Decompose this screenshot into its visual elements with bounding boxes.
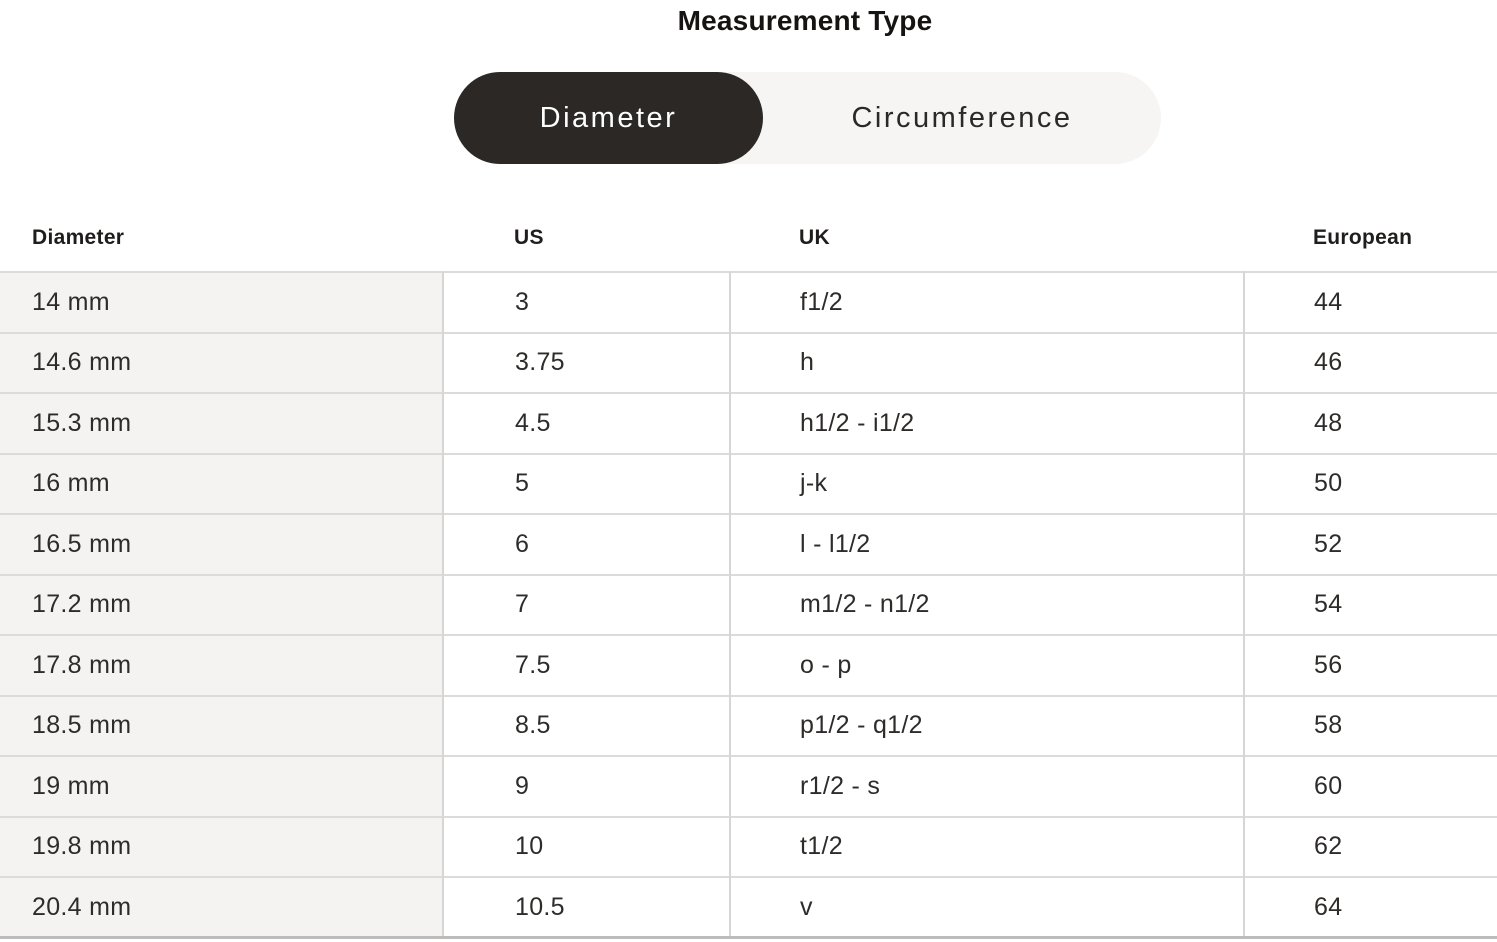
toggle-option-circumference[interactable]: Circumference [763,72,1161,164]
cell-diameter: 14 mm [0,272,443,333]
cell-us: 10.5 [442,877,730,938]
cell-european: 60 [1243,756,1497,817]
cell-us: 3 [442,272,730,333]
cell-uk: j-k [729,453,1244,514]
cell-european: 58 [1243,695,1497,756]
cell-european: 54 [1243,574,1497,635]
table-row: 18.5 mm 8.5 p1/2 - q1/2 58 [0,695,1497,756]
cell-diameter: 16.5 mm [0,514,443,575]
cell-european: 56 [1243,635,1497,696]
table-row: 14.6 mm 3.75 h 46 [0,332,1497,393]
cell-european: 48 [1243,393,1497,454]
cell-diameter: 15.3 mm [0,393,443,454]
cell-european: 62 [1243,816,1497,877]
cell-uk: f1/2 [729,272,1244,333]
cell-uk: v [729,877,1244,938]
cell-european: 44 [1243,272,1497,333]
cell-us: 3.75 [442,332,730,393]
cell-diameter: 18.5 mm [0,695,443,756]
cell-european: 50 [1243,453,1497,514]
toggle-option-diameter[interactable]: Diameter [454,72,763,164]
size-table-body: 14 mm 3 f1/2 44 14.6 mm 3.75 h 46 15.3 mm 4.5 h1/2… [0,272,1497,938]
column-header-us: US [514,226,544,249]
table-row: 20.4 mm 10.5 v 64 [0,877,1497,938]
cell-uk: h [729,332,1244,393]
table-row: 17.2 mm 7 m1/2 - n1/2 54 [0,574,1497,635]
cell-diameter: 19.8 mm [0,816,443,877]
cell-diameter: 20.4 mm [0,877,443,938]
cell-uk: l - l1/2 [729,514,1244,575]
cell-us: 6 [442,514,730,575]
measurement-type-toggle: Diameter Circumference [454,72,1161,164]
table-row: 14 mm 3 f1/2 44 [0,272,1497,333]
cell-uk: m1/2 - n1/2 [729,574,1244,635]
column-header-uk: UK [799,226,830,249]
cell-us: 7.5 [442,635,730,696]
cell-us: 8.5 [442,695,730,756]
table-row: 15.3 mm 4.5 h1/2 - i1/2 48 [0,393,1497,454]
cell-us: 10 [442,816,730,877]
page-title: Measurement Type [677,5,933,36]
cell-european: 64 [1243,877,1497,938]
cell-diameter: 16 mm [0,453,443,514]
table-row: 16.5 mm 6 l - l1/2 52 [0,514,1497,575]
size-conversion-table: Diameter US UK European 14 mm 3 f1/2 44 14.6… [0,205,1497,939]
table-header-row: Diameter US UK European [0,205,1497,272]
cell-uk: t1/2 [729,816,1244,877]
table-row: 17.8 mm 7.5 o - p 56 [0,635,1497,696]
cell-uk: h1/2 - i1/2 [729,393,1244,454]
column-header-diameter: Diameter [32,226,125,249]
cell-diameter: 17.8 mm [0,635,443,696]
cell-european: 52 [1243,514,1497,575]
table-row: 16 mm 5 j-k 50 [0,453,1497,514]
size-table-container: Diameter US UK European 14 mm 3 f1/2 44 14.6… [0,205,1497,939]
column-header-european: European [1313,226,1413,249]
cell-us: 5 [442,453,730,514]
cell-european: 46 [1243,332,1497,393]
table-row: 19 mm 9 r1/2 - s 60 [0,756,1497,817]
table-row: 19.8 mm 10 t1/2 62 [0,816,1497,877]
cell-uk: p1/2 - q1/2 [729,695,1244,756]
cell-diameter: 17.2 mm [0,574,443,635]
cell-us: 9 [442,756,730,817]
cell-diameter: 14.6 mm [0,332,443,393]
cell-uk: o - p [729,635,1244,696]
cell-uk: r1/2 - s [729,756,1244,817]
cell-us: 7 [442,574,730,635]
cell-diameter: 19 mm [0,756,443,817]
cell-us: 4.5 [442,393,730,454]
